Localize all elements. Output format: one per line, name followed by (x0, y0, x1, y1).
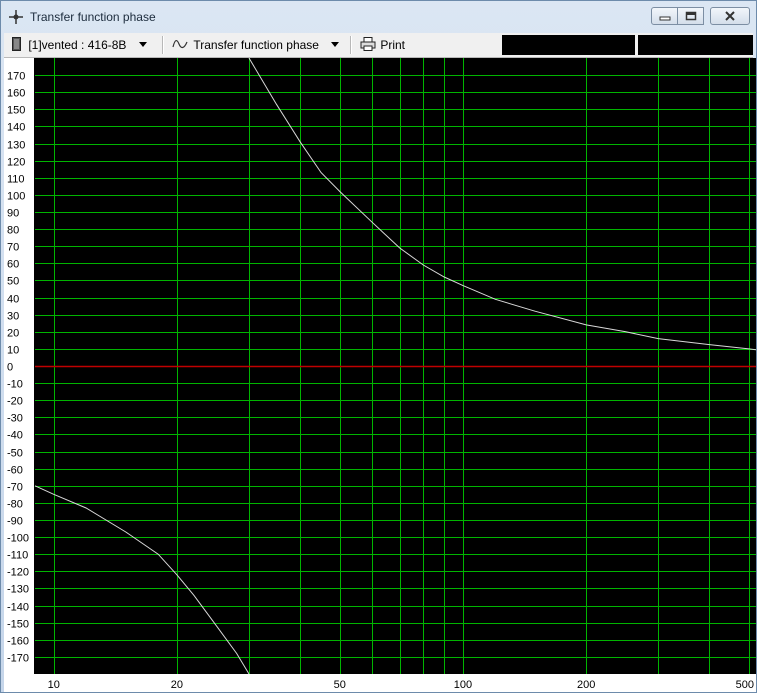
y-tick-label: -140 (7, 602, 29, 614)
printer-icon (360, 37, 376, 51)
maximize-icon (685, 11, 696, 21)
toolbar-separator (162, 36, 164, 54)
y-tick-label: 160 (7, 88, 25, 100)
phase-curve-icon (172, 40, 188, 49)
y-tick-label: -110 (7, 550, 28, 562)
y-tick-label: 0 (7, 362, 13, 374)
y-tick-label: -170 (7, 653, 29, 665)
phase-curve (248, 58, 756, 351)
y-tick-label: 30 (7, 311, 19, 323)
status-display-2 (638, 35, 753, 55)
x-tick-label: 50 (334, 679, 346, 691)
x-tick-label: 20 (171, 679, 183, 691)
graph-selector-label: Transfer function phase (193, 38, 319, 52)
x-tick-label: 500 (736, 679, 754, 691)
y-tick-label: -90 (7, 516, 23, 528)
y-tick-label: 100 (7, 191, 25, 203)
y-tick-label: -30 (7, 413, 23, 425)
y-tick-label: 170 (7, 71, 25, 83)
y-tick-label: 80 (7, 225, 19, 237)
toolbar: [1]vented : 416-8B Transfer function pha… (4, 33, 753, 58)
minimize-icon (659, 16, 670, 21)
y-tick-label: -160 (7, 636, 29, 648)
phase-chart-svg: 1701601501401301201101009080706050403020… (4, 58, 756, 692)
y-axis-label-column (4, 58, 34, 674)
y-tick-label: 90 (7, 208, 19, 220)
phase-chart[interactable]: 170 160 150 140 130 120 110 100 90 80 70 60 50 40 30 20… (4, 58, 756, 692)
x-tick-label: 200 (577, 679, 595, 691)
y-tick-label: -60 (7, 465, 23, 477)
x-tick-label: 10 (48, 679, 60, 691)
title-bar[interactable]: Transfer function phase (1, 1, 756, 33)
maximize-button[interactable] (678, 7, 704, 25)
x-axis-label-strip (4, 674, 756, 692)
y-tick-label: -80 (7, 499, 23, 511)
minimize-button[interactable] (651, 7, 678, 25)
print-button[interactable]: Print (360, 35, 405, 55)
graph-selector[interactable]: Transfer function phase (172, 35, 340, 55)
box-selector[interactable]: [1]vented : 416-8B (12, 35, 148, 55)
x-tick-label: 100 (454, 679, 472, 691)
y-tick-label: 40 (7, 294, 19, 306)
speaker-box-icon (12, 37, 21, 51)
y-tick-label: 70 (7, 242, 19, 254)
y-tick-label: -70 (7, 482, 23, 494)
y-tick-label: 110 (7, 174, 25, 186)
y-tick-label: -100 (7, 533, 29, 545)
chevron-down-icon (138, 42, 147, 47)
crosshair-app-icon (9, 10, 23, 24)
y-tick-label: -150 (7, 619, 29, 631)
y-tick-label: -120 (7, 567, 29, 579)
toolbar-separator (350, 36, 352, 54)
phase-curve (34, 485, 250, 675)
y-tick-label: 130 (7, 140, 25, 152)
y-tick-label: -20 (7, 396, 23, 408)
y-tick-label: 140 (7, 122, 25, 134)
chevron-down-icon (331, 42, 340, 47)
close-button[interactable] (710, 7, 750, 25)
close-icon (725, 11, 735, 21)
status-display-1 (502, 35, 635, 55)
y-tick-label: 60 (7, 259, 19, 271)
y-tick-label: 120 (7, 157, 25, 169)
y-tick-label: 10 (7, 345, 19, 357)
y-tick-label: -50 (7, 448, 23, 460)
print-button-label: Print (380, 38, 406, 52)
box-selector-label: [1]vented : 416-8B (28, 38, 127, 52)
y-tick-label: 20 (7, 328, 19, 340)
y-tick-label: 50 (7, 276, 19, 288)
y-tick-label: 150 (7, 105, 25, 117)
y-tick-label: -10 (7, 379, 23, 391)
y-tick-label: -130 (7, 584, 29, 596)
y-tick-label: -40 (7, 430, 23, 442)
window-title: Transfer function phase (30, 10, 156, 24)
